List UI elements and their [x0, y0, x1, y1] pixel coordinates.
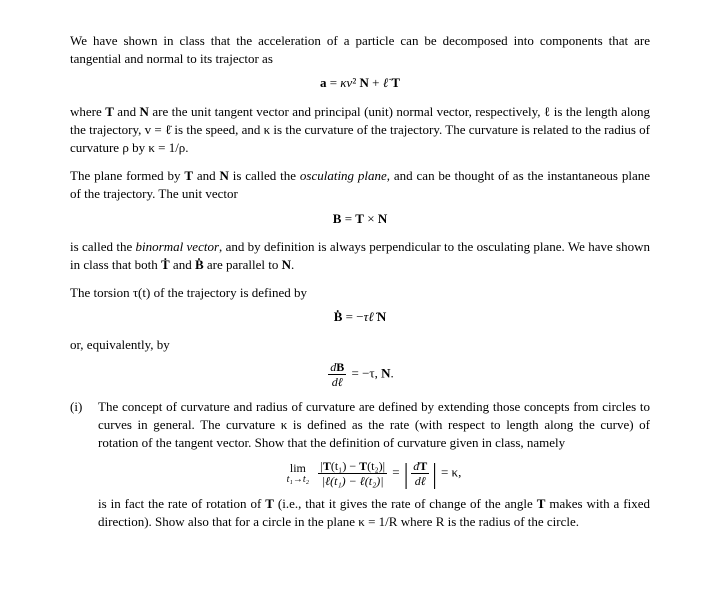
txt: N [381, 365, 390, 380]
equation-acceleration: a = κv² N + ℓ̈ T [70, 74, 650, 92]
txt: where [70, 104, 105, 119]
txt: is called the [70, 239, 136, 254]
vec-N: N [219, 168, 228, 183]
txt: (t₂)| [367, 459, 385, 473]
txt: T [359, 459, 367, 473]
vec-Tdot: Ṫ [161, 257, 170, 272]
txt: . [291, 257, 294, 272]
txt: T [323, 459, 331, 473]
paragraph-torsion: The torsion τ(t) of the trajectory is de… [70, 284, 650, 302]
txt: is called the [229, 168, 300, 183]
vec-T: T [265, 496, 274, 511]
txt: (i.e., that it gives the rate of change … [274, 496, 537, 511]
lim-sub: t₁→t₂ [287, 475, 310, 485]
txt: T [419, 459, 427, 473]
txt: = [392, 465, 403, 480]
txt: (t₁) − [331, 459, 359, 473]
paragraph-intro: We have shown in class that the accelera… [70, 32, 650, 68]
item-marker: (i) [70, 398, 98, 532]
term-osculating: osculating plane [300, 168, 387, 183]
txt: dℓ [411, 474, 429, 487]
txt: |ℓ(t₁) − ℓ(t₂)| [318, 474, 387, 487]
paragraph-equivalent: or, equivalently, by [70, 336, 650, 354]
txt: and [170, 257, 195, 272]
vec-N: N [140, 104, 149, 119]
txt: are the unit tangent vector and principa… [70, 104, 650, 155]
vec-Bdot: Ḃ [195, 257, 204, 272]
vec-T: T [105, 104, 114, 119]
paragraph-binormal: is called the binormal vector, and by de… [70, 238, 650, 274]
txt: is in fact the rate of rotation of [98, 496, 265, 511]
txt: The plane formed by [70, 168, 184, 183]
vec-N: N [282, 257, 291, 272]
txt: and [114, 104, 140, 119]
item-body: The concept of curvature and radius of c… [98, 398, 650, 532]
document-page: We have shown in class that the accelera… [0, 0, 720, 552]
txt: . [391, 365, 394, 380]
paragraph-definitions: where T and N are the unit tangent vecto… [70, 103, 650, 158]
paragraph-osculating: The plane formed by T and N is called th… [70, 167, 650, 203]
txt: dℓ [328, 375, 346, 388]
vec-T: T [184, 168, 193, 183]
txt: and [193, 168, 219, 183]
equation-dBdl: dB dℓ = −τ, N. [70, 361, 650, 388]
txt: are parallel to [204, 257, 282, 272]
problem-item-i: (i) The concept of curvature and radius … [70, 398, 650, 532]
txt: = κ, [441, 465, 461, 480]
txt: = −τ, [351, 365, 381, 380]
equation-bdot: Ḃ = −τℓ̇ N [70, 308, 650, 326]
equation-curvature-limit: lim t₁→t₂ |T(t₁) − T(t₂)| |ℓ(t₁) − ℓ(t₂)… [98, 460, 650, 487]
term-binormal: binormal vector [136, 239, 219, 254]
equation-binormal: B = T × N [70, 210, 650, 228]
txt: The concept of curvature and radius of c… [98, 399, 650, 450]
txt: B [336, 360, 344, 374]
